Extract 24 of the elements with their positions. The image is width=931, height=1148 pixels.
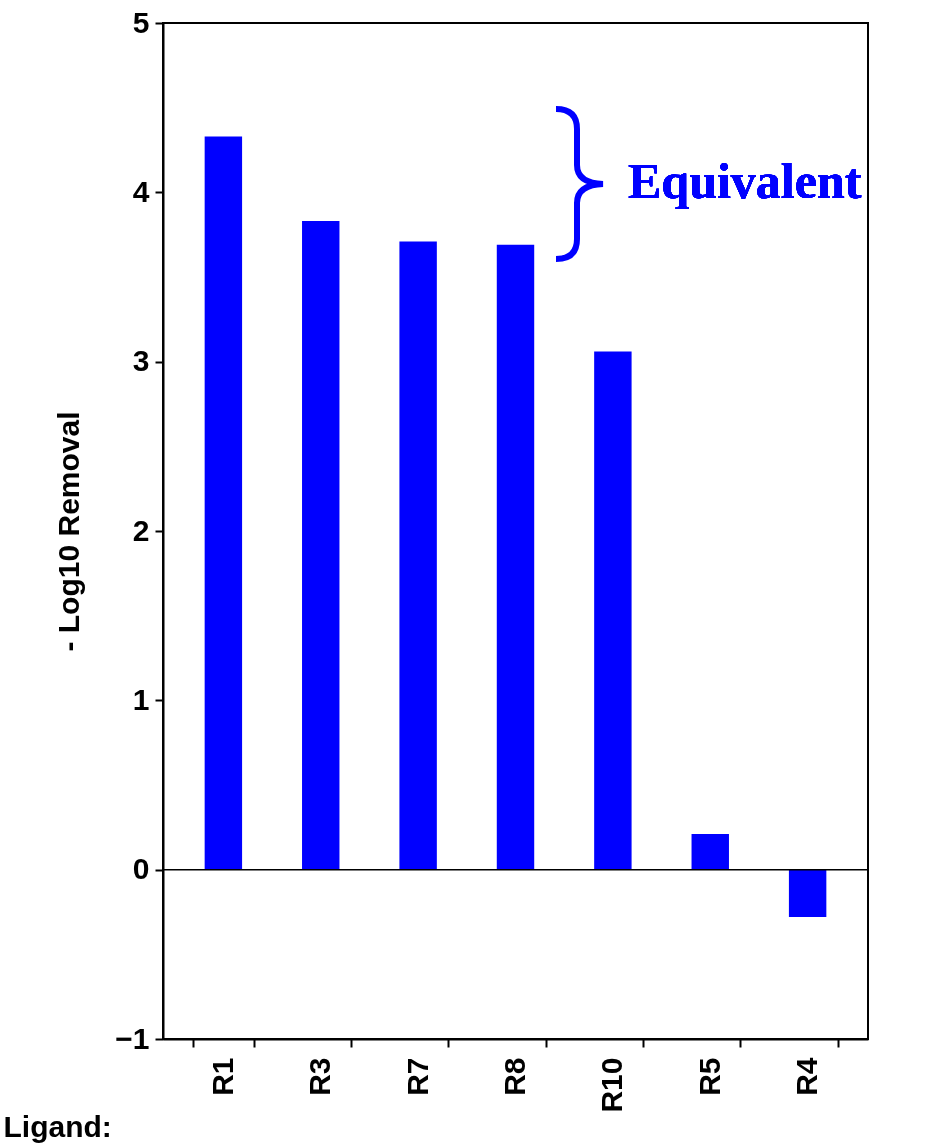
bar (594, 351, 632, 870)
bar (302, 221, 340, 870)
x-axis-title: Ligand: (3, 1109, 112, 1143)
y-tick-label: 5 (132, 5, 150, 39)
bar (496, 244, 535, 870)
y-tick-label: 4 (132, 174, 150, 208)
bar (691, 834, 729, 870)
annotation: Equivalent (628, 153, 862, 209)
x-tick-label: R3 (303, 1057, 337, 1096)
bar (788, 869, 827, 918)
y-tick-label: −1 (115, 1021, 150, 1055)
x-tick-label: R4 (790, 1057, 824, 1096)
x-tick-label: R1 (205, 1057, 239, 1096)
x-tick-label: R10 (595, 1057, 629, 1113)
x-tick-label: R7 (400, 1057, 434, 1096)
y-tick-label: 0 (132, 852, 150, 886)
x-tick-label: R5 (692, 1057, 726, 1096)
x-tick-label: R8 (498, 1057, 531, 1096)
y-tick-label: 3 (132, 344, 150, 378)
y-tick-label: 2 (132, 513, 150, 547)
bar (399, 241, 437, 870)
bar (204, 136, 243, 870)
y-tick-label: 1 (132, 682, 150, 716)
y-axis-title: - Log10 Removal (52, 411, 86, 652)
